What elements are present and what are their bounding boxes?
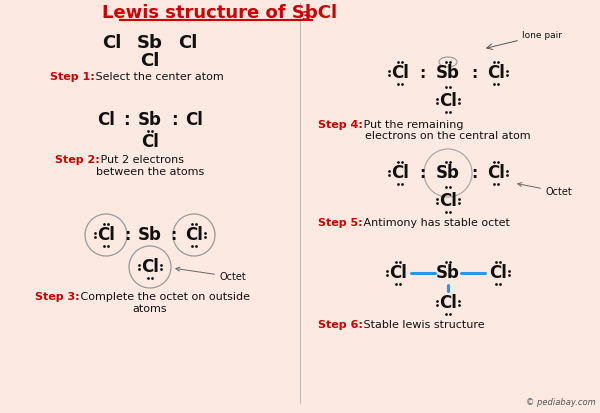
Text: Cl: Cl bbox=[439, 92, 457, 110]
Text: Cl: Cl bbox=[185, 111, 203, 129]
Text: Stable lewis structure: Stable lewis structure bbox=[360, 320, 485, 330]
Text: Cl: Cl bbox=[97, 226, 115, 244]
Text: Cl: Cl bbox=[439, 192, 457, 210]
Text: Cl: Cl bbox=[97, 111, 115, 129]
Text: Sb: Sb bbox=[436, 164, 460, 182]
Text: Put 2 electrons: Put 2 electrons bbox=[97, 155, 184, 165]
Text: Sb: Sb bbox=[138, 111, 162, 129]
Text: Sb: Sb bbox=[137, 34, 163, 52]
Text: Cl: Cl bbox=[141, 258, 159, 276]
Text: Put the remaining: Put the remaining bbox=[360, 120, 464, 130]
Text: :: : bbox=[419, 166, 425, 180]
Text: Octet: Octet bbox=[176, 267, 247, 282]
Text: Sb: Sb bbox=[138, 226, 162, 244]
Text: Cl: Cl bbox=[103, 34, 122, 52]
Text: Cl: Cl bbox=[141, 133, 159, 151]
Text: Octet: Octet bbox=[518, 183, 573, 197]
Text: Step 3:: Step 3: bbox=[35, 292, 80, 302]
Text: :: : bbox=[471, 66, 477, 81]
Text: :: : bbox=[170, 228, 176, 242]
Text: Cl: Cl bbox=[489, 264, 507, 282]
Text: :: : bbox=[471, 166, 477, 180]
Text: Step 1:: Step 1: bbox=[50, 72, 95, 82]
Text: :: : bbox=[122, 111, 130, 129]
Text: electrons on the central atom: electrons on the central atom bbox=[365, 131, 531, 141]
Text: :: : bbox=[170, 111, 178, 129]
Text: Cl: Cl bbox=[140, 52, 160, 70]
Text: Select the center atom: Select the center atom bbox=[92, 72, 224, 82]
Text: between the atoms: between the atoms bbox=[96, 167, 204, 177]
Text: Antimony has stable octet: Antimony has stable octet bbox=[360, 218, 510, 228]
Text: Step 6:: Step 6: bbox=[318, 320, 363, 330]
Text: Lewis structure of SbCl: Lewis structure of SbCl bbox=[103, 4, 338, 22]
Text: Step 4:: Step 4: bbox=[318, 120, 363, 130]
Text: Sb: Sb bbox=[436, 264, 460, 282]
Text: lone pair: lone pair bbox=[522, 31, 562, 40]
Text: Cl: Cl bbox=[391, 64, 409, 82]
Text: Cl: Cl bbox=[185, 226, 203, 244]
Text: atoms: atoms bbox=[133, 304, 167, 314]
Text: Cl: Cl bbox=[389, 264, 407, 282]
Text: Cl: Cl bbox=[439, 294, 457, 312]
Text: Cl: Cl bbox=[391, 164, 409, 182]
Text: :: : bbox=[419, 66, 425, 81]
Text: :: : bbox=[124, 228, 130, 242]
Text: Step 5:: Step 5: bbox=[318, 218, 362, 228]
Text: 3: 3 bbox=[301, 10, 310, 23]
Text: Cl: Cl bbox=[487, 64, 505, 82]
Text: Cl: Cl bbox=[487, 164, 505, 182]
Text: Sb: Sb bbox=[436, 64, 460, 82]
Text: © pediabay.com: © pediabay.com bbox=[526, 398, 596, 407]
Text: Complete the octet on outside: Complete the octet on outside bbox=[77, 292, 250, 302]
Text: Step 2:: Step 2: bbox=[55, 155, 100, 165]
Text: Cl: Cl bbox=[178, 34, 197, 52]
